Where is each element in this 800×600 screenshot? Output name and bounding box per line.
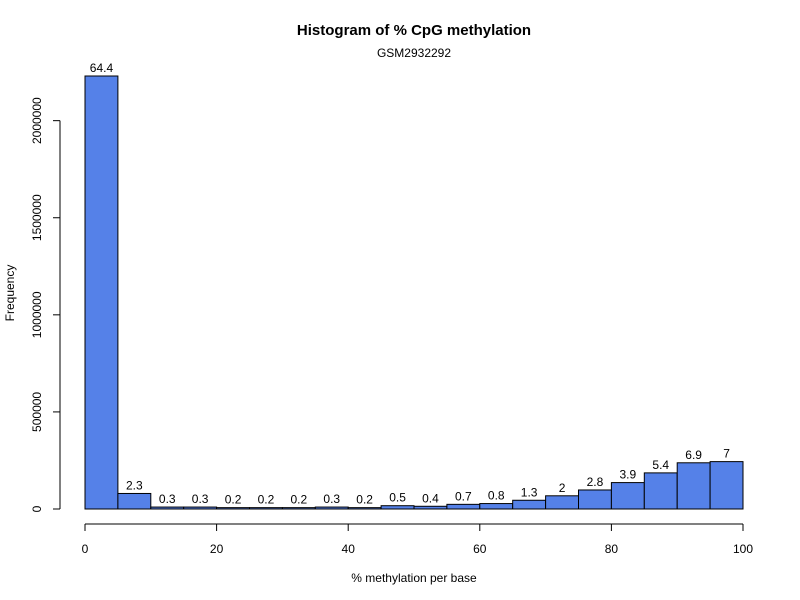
bar-percent-label: 0.2: [225, 493, 242, 507]
histogram-bar: [446, 503, 481, 510]
histogram-bar: [380, 505, 415, 510]
chart-subtitle: GSM2932292: [377, 46, 451, 60]
chart-title: Histogram of % CpG methylation: [297, 22, 531, 39]
histogram-bar: [479, 503, 514, 510]
histogram-bar: [84, 75, 119, 510]
x-axis-label: % methylation per base: [351, 571, 477, 585]
y-tick-label: 1500000: [30, 194, 44, 241]
x-tick-label: 40: [342, 542, 356, 556]
x-tick-label: 20: [210, 542, 224, 556]
histogram-bar: [183, 506, 218, 510]
histogram-bar: [578, 489, 612, 510]
bar-percent-label: 0.7: [455, 489, 472, 503]
x-tick-label: 60: [473, 542, 487, 556]
x-tick-label: 100: [733, 542, 753, 556]
y-tick-label: 2000000: [30, 97, 44, 144]
histogram-bar: [117, 492, 152, 510]
histogram-bar: [281, 507, 316, 510]
x-axis: 0 20 40 60 80 100: [82, 523, 753, 556]
bar-percent-label: 0.2: [291, 493, 308, 507]
x-tick-label: 80: [605, 542, 619, 556]
y-axis-label: Frequency: [3, 265, 17, 322]
histogram-bar: [610, 482, 645, 510]
bar-percent-label: 3.9: [620, 468, 637, 482]
bar-labels-group: 64.4 2.3 0.3 0.3 0.2 0.2 0.2 0.3 0.2 0.5 0.4 0.7 0.8…: [90, 61, 730, 507]
histogram-bar: [676, 462, 711, 510]
bar-percent-label: 2.3: [126, 478, 143, 492]
histogram-bar: [249, 507, 283, 510]
bar-percent-label: 0.8: [488, 489, 505, 503]
histogram-bar: [709, 461, 744, 510]
bar-percent-label: 0.3: [159, 492, 176, 506]
bar-percent-label: 7: [723, 447, 730, 461]
histogram-bar: [150, 506, 185, 510]
y-axis: 0 500000 1000000 1500000 2000000: [30, 97, 61, 512]
y-tick-label: 500000: [30, 392, 44, 432]
histogram-bar: [347, 507, 382, 510]
bar-percent-label: 1.3: [521, 485, 538, 499]
histogram-bar: [512, 499, 547, 510]
bars-group: [84, 75, 744, 510]
bar-percent-label: 2: [559, 481, 566, 495]
bar-percent-label: 0.5: [389, 491, 406, 505]
bar-percent-label: 0.2: [356, 493, 373, 507]
histogram-bar: [545, 495, 579, 510]
histogram-bar: [643, 472, 678, 510]
bar-percent-label: 5.4: [652, 458, 669, 472]
bar-percent-label: 0.3: [323, 492, 340, 506]
histogram-bar: [216, 507, 251, 510]
histogram-bar: [413, 505, 448, 510]
y-tick-label: 0: [30, 505, 44, 512]
bar-percent-label: 6.9: [685, 448, 702, 462]
bar-percent-label: 0.4: [422, 491, 439, 505]
histogram-bar: [314, 506, 349, 510]
y-tick-label: 1000000: [30, 291, 44, 338]
bar-percent-label: 0.3: [192, 492, 209, 506]
bar-percent-label: 0.2: [258, 493, 275, 507]
x-tick-label: 0: [82, 542, 89, 556]
bar-percent-label: 2.8: [587, 475, 604, 489]
bar-percent-label: 64.4: [90, 61, 114, 75]
